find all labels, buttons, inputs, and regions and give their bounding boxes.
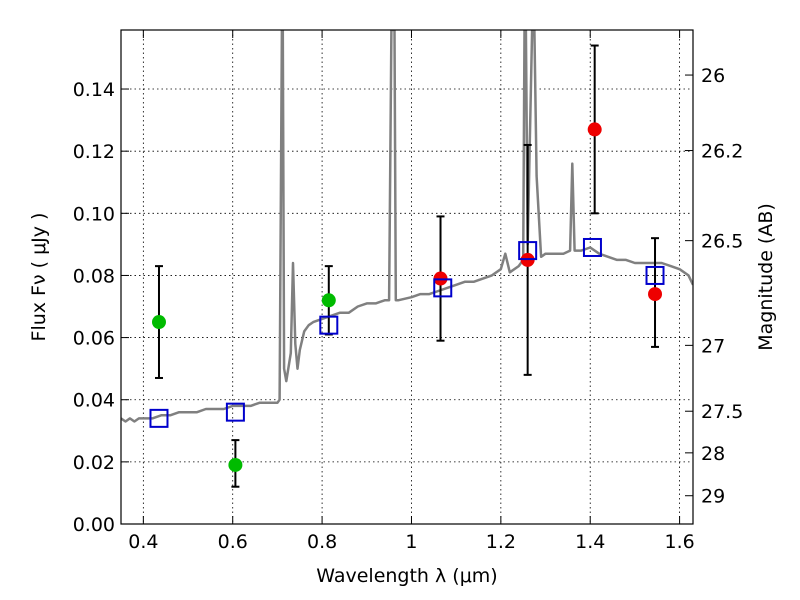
data-point xyxy=(648,287,663,302)
y-tick-label: 0.12 xyxy=(73,141,115,163)
right-tick-label: 29 xyxy=(701,486,725,508)
right-tick-label: 26 xyxy=(701,65,725,87)
right-tick-label: 26.5 xyxy=(701,231,743,253)
right-tick-label: 28 xyxy=(701,443,725,465)
model-point xyxy=(582,237,602,257)
x-axis-label: Wavelength λ (μm) xyxy=(316,565,497,587)
plot-frame xyxy=(120,29,694,525)
y-tick-label: 0.04 xyxy=(73,390,115,412)
right-tick-label: 26.2 xyxy=(701,141,743,163)
y-axis-label: Flux Fν ( μJy ) xyxy=(28,213,50,342)
y-tick-label: 0.00 xyxy=(73,514,115,536)
axes: 0.4 0.6 0.8 1 1.2 1.4 1.6 0.00 0.02 0.04 0.06 0.08 0… xyxy=(73,30,743,553)
x-tick-label: 1 xyxy=(405,531,417,553)
model-point xyxy=(518,241,538,261)
model-point xyxy=(149,408,169,428)
data-point xyxy=(228,457,243,472)
x-tick-label: 1.6 xyxy=(664,531,694,553)
y-tick-label: 0.02 xyxy=(73,452,115,474)
data-point xyxy=(151,315,166,330)
x-tick-label: 0.6 xyxy=(218,531,248,553)
x-tick-label: 1.4 xyxy=(575,531,605,553)
clipped-plot xyxy=(121,30,693,488)
y-tick-label: 0.08 xyxy=(73,265,115,287)
right-axis-label: Magnitude (AB) xyxy=(755,203,777,351)
model-point xyxy=(433,278,453,298)
right-tick-label: 27.5 xyxy=(701,401,743,423)
model-point xyxy=(225,402,245,422)
data-point xyxy=(321,293,336,308)
grid xyxy=(121,30,693,524)
spectrum-line xyxy=(121,30,693,423)
x-tick-label: 0.8 xyxy=(307,531,337,553)
right-tick-label: 27 xyxy=(701,335,725,357)
x-tick-label: 0.4 xyxy=(128,531,158,553)
y-tick-label: 0.06 xyxy=(73,328,115,350)
model-point xyxy=(645,265,665,285)
model-point xyxy=(319,315,339,335)
x-tick-label: 1.2 xyxy=(486,531,516,553)
data-point xyxy=(587,122,602,137)
y-tick-label: 0.14 xyxy=(73,79,115,101)
y-tick-label: 0.10 xyxy=(73,203,115,225)
plot-area xyxy=(121,30,693,488)
